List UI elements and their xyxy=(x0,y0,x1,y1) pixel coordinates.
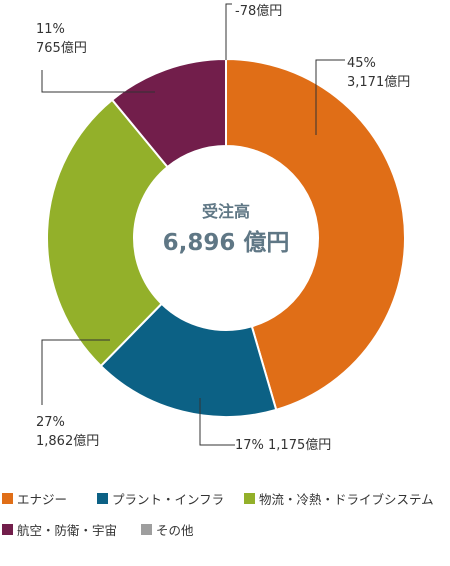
leader-line-5 xyxy=(225,3,232,60)
legend-item-4: 航空・防衛・宇宙 xyxy=(2,520,117,539)
leader-line-3 xyxy=(41,339,110,405)
data-label-5: -78億円 xyxy=(235,3,282,19)
legend-swatch xyxy=(2,524,13,535)
leader-line-4 xyxy=(41,70,155,93)
legend-label: その他 xyxy=(156,523,194,538)
legend-label: エナジー xyxy=(17,492,68,507)
data-label-4-line-1: 11% xyxy=(36,22,65,37)
legend-swatch xyxy=(244,493,255,504)
donut-slice-1 xyxy=(225,57,406,412)
legend-item-2: プラント・インフラ xyxy=(97,489,224,508)
legend-swatch xyxy=(97,493,108,504)
leader-line-2 xyxy=(199,398,235,446)
data-label-1-line-1: 45% xyxy=(347,56,376,71)
legend-label: 物流・冷熱・ドライブシステム xyxy=(259,492,434,507)
center-title: 受注高 xyxy=(202,202,250,221)
legend-item-3: 物流・冷熱・ドライブシステム xyxy=(244,489,434,508)
data-label-4-line-2: 765億円 xyxy=(36,40,87,56)
legend-item-1: エナジー xyxy=(2,489,67,508)
donut-slice-3 xyxy=(46,98,169,368)
legend-swatch xyxy=(141,524,152,535)
legend-label: 航空・防衛・宇宙 xyxy=(17,523,118,538)
center-total-value: 6,896 億円 xyxy=(163,229,290,256)
data-label-1-line-2: 3,171億円 xyxy=(347,74,410,90)
data-label-2: 17% 1,175億円 xyxy=(235,437,331,453)
data-label-3-line-2: 1,862億円 xyxy=(36,433,99,449)
legend-label: プラント・インフラ xyxy=(112,492,225,507)
leader-line-1 xyxy=(315,59,345,135)
data-label-3-line-1: 27% xyxy=(36,415,65,430)
legend-item-5: その他 xyxy=(141,520,194,539)
legend-swatch xyxy=(2,493,13,504)
